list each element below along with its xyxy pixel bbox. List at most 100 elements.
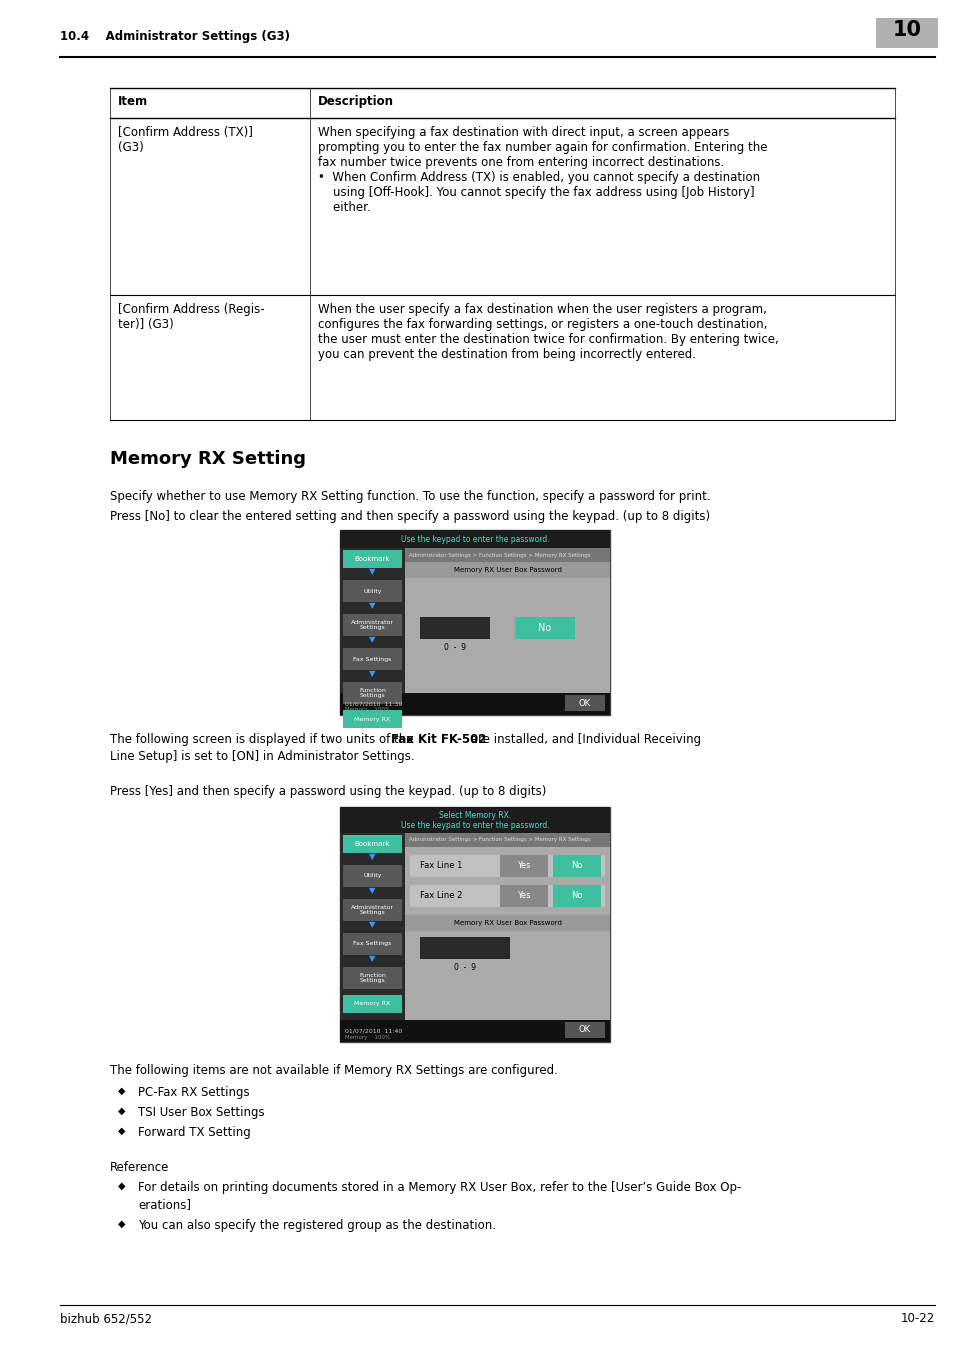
Bar <box>419 617 490 639</box>
Text: Fax Settings: Fax Settings <box>353 941 392 946</box>
Bar <box>405 833 609 846</box>
Bar <box>339 693 609 716</box>
Text: Memory RX Setting: Memory RX Setting <box>110 450 306 468</box>
Bar <box>410 855 604 878</box>
Text: Memory RX: Memory RX <box>355 1002 390 1007</box>
Bar <box>343 614 401 636</box>
Bar <box>339 531 609 716</box>
Text: 01/07/2010  11:39: 01/07/2010 11:39 <box>345 702 402 706</box>
Bar <box>339 807 609 1042</box>
Text: Fax Settings: Fax Settings <box>353 656 392 662</box>
Text: OK: OK <box>578 1026 591 1034</box>
Text: When specifying a fax destination with direct input, a screen appears
prompting : When specifying a fax destination with d… <box>317 126 767 215</box>
Text: Press [Yes] and then specify a password using the keypad. (up to 8 digits): Press [Yes] and then specify a password … <box>110 784 546 798</box>
Text: Utility: Utility <box>363 873 381 879</box>
Bar <box>875 18 937 49</box>
Text: Press [No] to clear the entered setting and then specify a password using the ke: Press [No] to clear the entered setting … <box>110 510 709 522</box>
Bar <box>343 682 401 703</box>
Text: Utility: Utility <box>363 589 381 594</box>
Text: ◆: ◆ <box>118 1181 126 1191</box>
Text: bizhub 652/552: bizhub 652/552 <box>60 1312 152 1324</box>
Text: PC-Fax RX Settings: PC-Fax RX Settings <box>138 1085 250 1099</box>
Bar <box>419 937 510 958</box>
Text: ▼: ▼ <box>369 887 375 895</box>
Text: The following items are not available if Memory RX Settings are configured.: The following items are not available if… <box>110 1064 558 1077</box>
Text: Specify whether to use Memory RX Setting function. To use the function, specify : Specify whether to use Memory RX Setting… <box>110 490 710 504</box>
Text: are installed, and [Individual Receiving: are installed, and [Individual Receiving <box>467 733 700 747</box>
Bar <box>405 562 609 578</box>
Text: ◆: ◆ <box>118 1126 126 1135</box>
Text: TSI User Box Settings: TSI User Box Settings <box>138 1106 264 1119</box>
Text: ◆: ◆ <box>118 1219 126 1228</box>
Text: Use the keypad to enter the password.: Use the keypad to enter the password. <box>400 822 549 830</box>
Text: Memory RX User Box Password: Memory RX User Box Password <box>453 567 561 572</box>
Text: erations]: erations] <box>138 1197 191 1211</box>
Text: Administrator Settings > Function Settings > Memory RX Settings: Administrator Settings > Function Settin… <box>409 837 590 842</box>
Bar <box>410 886 604 907</box>
Bar <box>405 915 609 931</box>
Text: ▼: ▼ <box>369 567 375 576</box>
Text: Administrator
Settings: Administrator Settings <box>351 620 394 630</box>
Text: Function
Settings: Function Settings <box>358 972 386 983</box>
Text: Fax Line 2: Fax Line 2 <box>419 891 462 900</box>
Bar <box>343 580 401 602</box>
Text: ▼: ▼ <box>369 921 375 930</box>
Text: 0  -  9: 0 - 9 <box>454 963 476 972</box>
Text: Yes: Yes <box>517 861 530 871</box>
Text: ▼: ▼ <box>369 670 375 679</box>
Text: Use the keypad to enter the password.: Use the keypad to enter the password. <box>400 535 549 544</box>
Bar <box>343 995 401 1012</box>
Text: ▼: ▼ <box>369 954 375 964</box>
Text: Function
Settings: Function Settings <box>358 687 386 698</box>
Text: ▼: ▼ <box>369 602 375 610</box>
Text: Item: Item <box>118 95 148 108</box>
Bar <box>343 710 401 728</box>
Text: No: No <box>571 891 582 900</box>
Text: Memory    100%: Memory 100% <box>345 1034 390 1040</box>
Bar <box>343 865 401 887</box>
Bar <box>343 967 401 990</box>
Text: 0  -  9: 0 - 9 <box>443 643 465 652</box>
Bar <box>515 617 575 639</box>
Bar <box>339 833 405 1042</box>
Bar <box>553 855 600 878</box>
Text: ◆: ◆ <box>118 1106 126 1116</box>
Text: Memory RX: Memory RX <box>355 717 390 721</box>
Text: You can also specify the registered group as the destination.: You can also specify the registered grou… <box>138 1219 496 1233</box>
Text: ▼: ▼ <box>369 636 375 644</box>
Bar <box>499 886 547 907</box>
Text: Line Setup] is set to [ON] in Administrator Settings.: Line Setup] is set to [ON] in Administra… <box>110 751 415 763</box>
Text: Select Memory RX.: Select Memory RX. <box>438 810 511 819</box>
Bar <box>339 531 609 548</box>
Bar <box>343 549 401 568</box>
Text: Fax Line 1: Fax Line 1 <box>419 861 462 871</box>
Text: Bookmark: Bookmark <box>355 841 390 846</box>
Text: 10-22: 10-22 <box>900 1312 934 1324</box>
Bar <box>343 899 401 921</box>
Text: Fax Kit FK-502: Fax Kit FK-502 <box>391 733 486 747</box>
Text: Administrator
Settings: Administrator Settings <box>351 904 394 915</box>
Bar <box>405 846 609 1021</box>
Bar <box>343 933 401 954</box>
Bar <box>339 548 405 716</box>
Text: [Confirm Address (TX)]
(G3): [Confirm Address (TX)] (G3) <box>118 126 253 154</box>
Text: No: No <box>537 622 551 633</box>
Text: No: No <box>571 861 582 871</box>
Text: When the user specify a fax destination when the user registers a program,
confi: When the user specify a fax destination … <box>317 302 778 360</box>
Text: [Confirm Address (Regis-
ter)] (G3): [Confirm Address (Regis- ter)] (G3) <box>118 302 264 331</box>
Bar <box>339 807 609 833</box>
Bar <box>343 836 401 853</box>
Text: 01/07/2010  11:40: 01/07/2010 11:40 <box>345 1029 402 1034</box>
Text: OK: OK <box>578 698 591 707</box>
Bar <box>564 695 604 711</box>
Text: Bookmark: Bookmark <box>355 556 390 562</box>
Bar <box>553 886 600 907</box>
Text: The following screen is displayed if two units of the: The following screen is displayed if two… <box>110 733 416 747</box>
Text: 10: 10 <box>892 20 921 40</box>
Text: Memory    100%: Memory 100% <box>345 707 390 713</box>
Bar <box>405 562 609 693</box>
Text: For details on printing documents stored in a Memory RX User Box, refer to the [: For details on printing documents stored… <box>138 1181 740 1193</box>
Bar <box>343 648 401 670</box>
Text: Yes: Yes <box>517 891 530 900</box>
Bar <box>339 1021 609 1042</box>
